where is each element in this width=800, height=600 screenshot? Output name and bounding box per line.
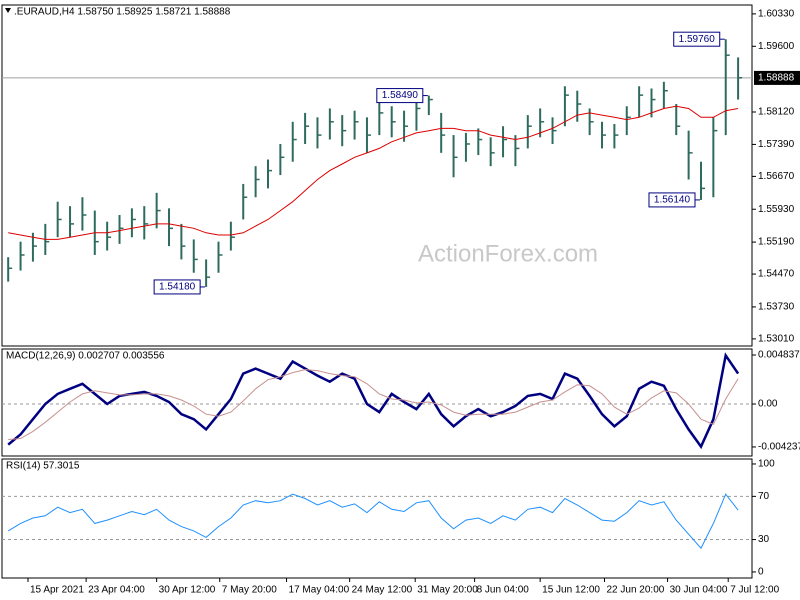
y-tick-label: 1.60330 — [758, 9, 795, 20]
y-tick-label: 1.53010 — [758, 334, 795, 345]
price-annotation: 1.54180 — [159, 282, 196, 293]
indicator-line — [7, 352, 740, 450]
y-tick-label: -0.004237 — [758, 442, 800, 453]
x-tick-label: 23 Apr 04:00 — [88, 585, 145, 596]
y-tick-label: 0 — [758, 567, 764, 578]
x-tick-label: 22 Jun 20:00 — [606, 585, 664, 596]
panel-frame — [1, 458, 753, 579]
x-tick-label: 15 Apr 2021 — [30, 585, 84, 596]
price-annotation: 1.58490 — [382, 90, 419, 101]
y-tick-label: 1.55930 — [758, 204, 795, 215]
x-tick-label: 30 Apr 12:00 — [159, 585, 216, 596]
x-tick-label: 17 May 04:00 — [289, 585, 350, 596]
y-tick-label: 100 — [758, 459, 775, 470]
price-annotation: 1.59760 — [679, 34, 716, 45]
moving-average — [8, 105, 739, 240]
panel-title: MACD(12,26,9) 0.002707 0.003556 — [6, 351, 165, 362]
price-annotation: 1.56140 — [654, 195, 691, 206]
y-tick-label: 1.54470 — [758, 269, 795, 280]
current-price-box — [754, 70, 800, 85]
x-tick-label: 30 Jun 04:00 — [670, 585, 728, 596]
x-tick-label: 7 Jul 12:00 — [730, 585, 779, 596]
y-tick-label: 1.55190 — [758, 237, 795, 248]
y-tick-label: 70 — [758, 491, 770, 502]
x-tick-label: 8 Jun 04:00 — [477, 585, 530, 596]
panel-title: .EURAUD,H4 1.58750 1.58925 1.58721 1.588… — [14, 7, 231, 18]
panel-frame — [1, 348, 753, 457]
menu-arrow — [5, 8, 11, 13]
y-tick-label: 1.56670 — [758, 171, 795, 182]
indicator-line — [7, 493, 739, 550]
indicator-line — [8, 369, 739, 440]
x-tick-label: 31 May 20:00 — [417, 585, 478, 596]
y-tick-label: 0.004837 — [758, 350, 800, 361]
x-tick-label: 7 May 20:00 — [222, 585, 277, 596]
y-tick-label: 1.58120 — [758, 107, 795, 118]
watermark: ActionForex.com — [418, 240, 598, 267]
panel-title: RSI(14) 57.3015 — [6, 461, 80, 472]
y-tick-label: 30 — [758, 534, 770, 545]
x-tick-label: 24 May 12:00 — [352, 585, 413, 596]
y-tick-label: 1.59600 — [758, 41, 795, 52]
panel-frame — [1, 4, 753, 347]
y-tick-label: 1.57390 — [758, 139, 795, 150]
current-price-label: 1.58888 — [758, 73, 795, 84]
y-tick-label: 0.00 — [758, 399, 778, 410]
y-tick-label: 1.53730 — [758, 302, 795, 313]
x-tick-label: 15 Jun 12:00 — [542, 585, 600, 596]
